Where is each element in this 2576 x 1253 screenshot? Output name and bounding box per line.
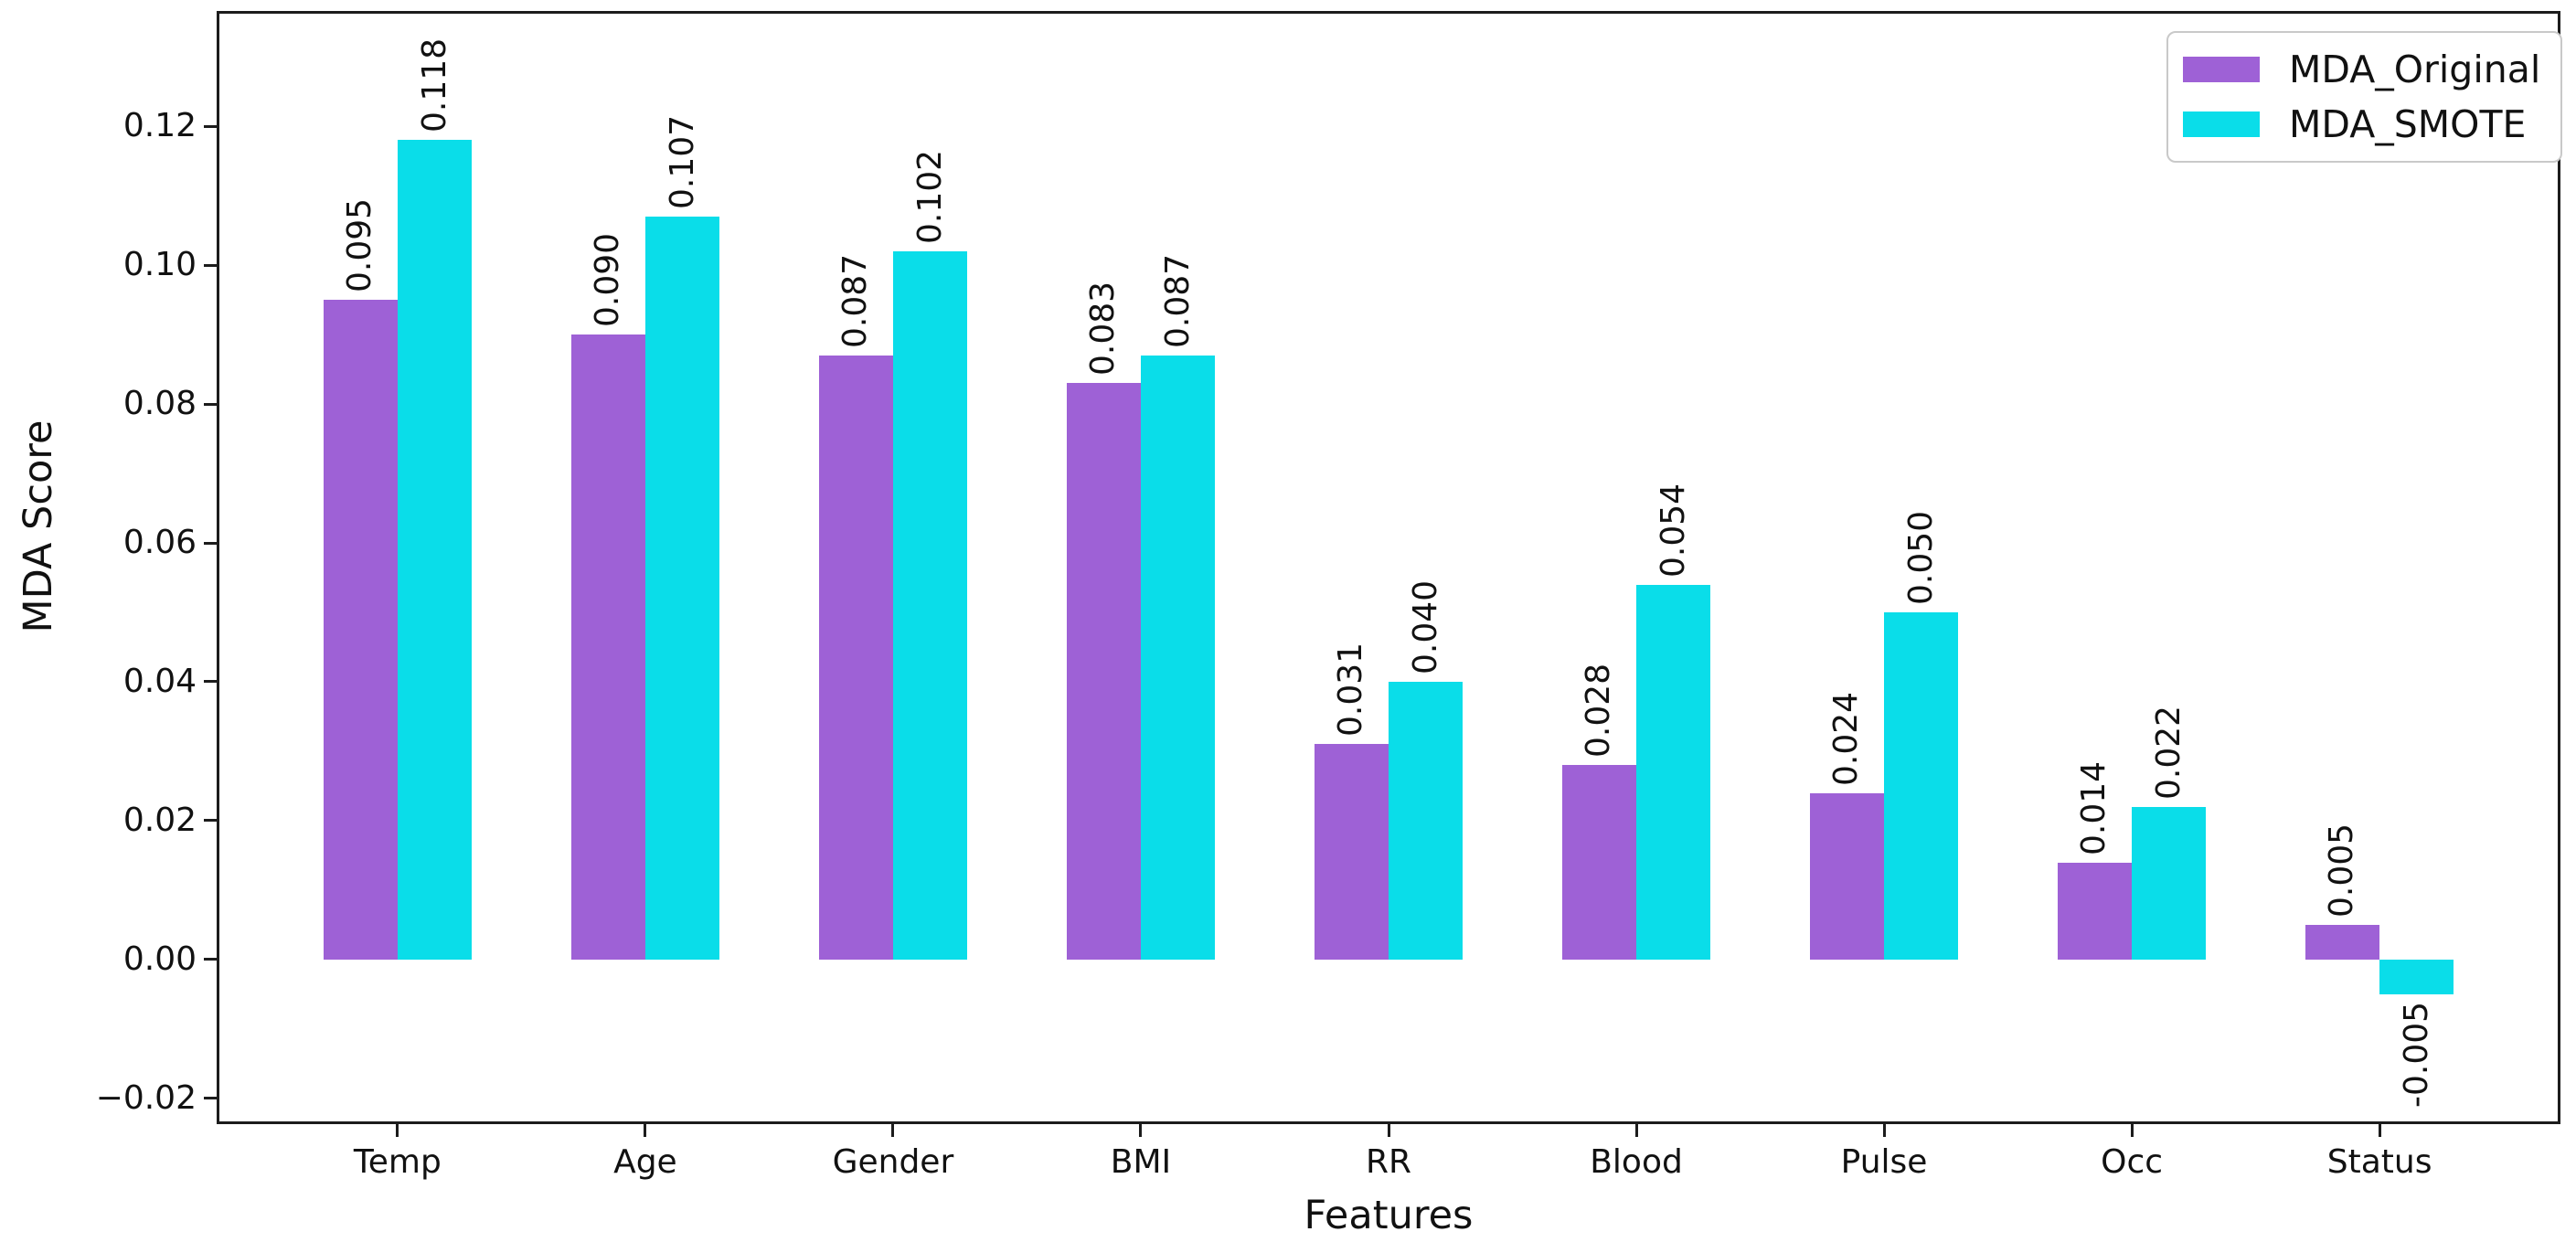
bar-mda_original-occ (2057, 862, 2133, 960)
bar-value-label: 0.040 (1406, 579, 1444, 674)
bar-mda_smote-occ (2132, 806, 2207, 960)
bar-value-label: 0.014 (2075, 760, 2113, 855)
bar-mda_original-pulse (1809, 792, 1885, 960)
x-tick-label-pulse: Pulse (1840, 1143, 1928, 1181)
bar-value-label: -0.005 (2397, 1001, 2435, 1108)
bar-mda_smote-temp (397, 140, 473, 960)
bar-mda_smote-blood (1636, 584, 1711, 960)
x-tick-mark (396, 1124, 399, 1137)
bar-mda_original-status (2305, 924, 2380, 960)
x-tick-mark (2130, 1124, 2134, 1137)
y-tick-mark (204, 402, 217, 406)
y-tick-label: 0.00 (122, 940, 197, 978)
bar-mda_original-age (570, 334, 645, 960)
y-tick-mark (204, 541, 217, 545)
x-tick-label-age: Age (613, 1143, 677, 1181)
y-tick-label: 0.12 (122, 107, 197, 145)
y-tick-mark (204, 819, 217, 823)
bar-mda_smote-age (644, 216, 720, 960)
legend-item-mda-original: MDA_Original (2183, 49, 2540, 90)
bar-mda_smote-rr (1389, 681, 1464, 960)
x-tick-mark (891, 1124, 895, 1137)
x-axis-title: Features (1304, 1193, 1474, 1238)
bar-value-label: 0.022 (2149, 705, 2187, 800)
bar-mda_original-gender (818, 355, 893, 960)
x-tick-mark (1882, 1124, 1886, 1137)
y-tick-label: 0.10 (122, 246, 197, 284)
legend: MDA_Original MDA_SMOTE (2166, 31, 2563, 163)
x-tick-label-temp: Temp (353, 1143, 442, 1181)
bar-value-label: 0.083 (1084, 281, 1123, 377)
legend-label-mda-original: MDA_Original (2289, 48, 2541, 91)
bar-value-label: 0.107 (663, 114, 701, 209)
y-tick-mark (204, 680, 217, 684)
x-tick-mark (1634, 1124, 1638, 1137)
legend-label-mda-smote: MDA_SMOTE (2289, 102, 2527, 146)
x-tick-label-gender: Gender (832, 1143, 954, 1181)
bar-mda_original-rr (1314, 744, 1389, 960)
bar-value-label: 0.024 (1827, 691, 1866, 786)
x-tick-label-bmi: BMI (1110, 1143, 1172, 1181)
y-tick-mark (204, 124, 217, 128)
bar-value-label: 0.028 (1580, 664, 1618, 759)
y-tick-mark (204, 958, 217, 961)
x-tick-mark (1387, 1124, 1390, 1137)
bar-value-label: 0.102 (910, 149, 949, 244)
legend-item-mda-smote: MDA_SMOTE (2183, 104, 2540, 144)
x-tick-mark (1139, 1124, 1143, 1137)
legend-swatch-mda-original-icon (2183, 57, 2260, 82)
bar-value-label: 0.118 (415, 38, 453, 133)
bar-mda_smote-gender (892, 250, 968, 960)
bar-mda_smote-pulse (1884, 612, 1959, 960)
bar-value-label: 0.095 (341, 198, 379, 293)
x-tick-label-status: Status (2326, 1143, 2432, 1181)
bar-mda_original-bmi (1066, 383, 1141, 960)
legend-swatch-mda-smote-icon (2183, 111, 2260, 137)
x-tick-label-blood: Blood (1590, 1143, 1683, 1181)
y-tick-label: 0.04 (122, 662, 197, 700)
x-tick-mark (2378, 1124, 2381, 1137)
bar-mda_smote-bmi (1140, 355, 1216, 960)
y-tick-label: 0.06 (122, 524, 197, 562)
y-tick-label: 0.02 (122, 801, 197, 839)
bar-value-label: 0.087 (836, 253, 875, 348)
x-tick-mark (644, 1124, 647, 1137)
x-tick-label-rr: RR (1365, 1143, 1412, 1181)
bar-mda_original-temp (323, 300, 398, 960)
bar-value-label: 0.031 (1332, 642, 1370, 738)
bar-mda_original-blood (1561, 765, 1637, 960)
bar-value-label: 0.090 (589, 233, 627, 328)
y-tick-label: −0.02 (95, 1078, 197, 1117)
bar-mda_smote-status (2379, 959, 2454, 994)
bar-value-label: 0.054 (1654, 483, 1692, 578)
x-tick-label-occ: Occ (2101, 1143, 2164, 1181)
bar-value-label: 0.005 (2323, 823, 2361, 918)
bar-value-label: 0.050 (1901, 510, 1940, 605)
y-tick-label: 0.08 (122, 385, 197, 423)
bar-value-label: 0.087 (1158, 253, 1197, 348)
y-tick-mark (204, 263, 217, 267)
y-axis-title: MDA Score (16, 419, 61, 633)
y-tick-mark (204, 1097, 217, 1100)
